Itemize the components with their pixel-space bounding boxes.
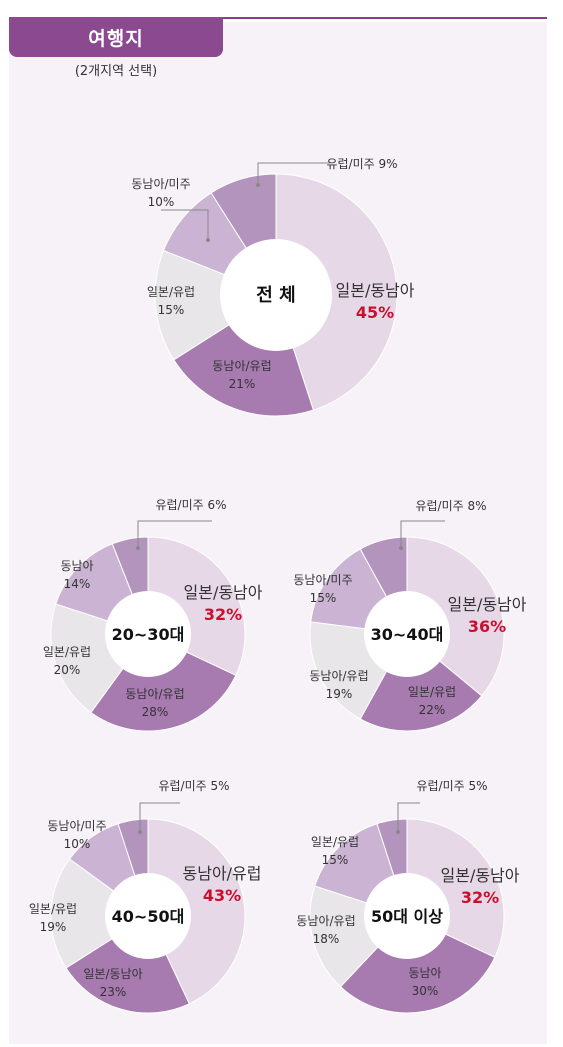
slice-value-4-3: 15% — [322, 853, 349, 867]
leader-line-0-1 — [161, 209, 209, 240]
slice-value-4-0: 32% — [461, 888, 499, 907]
slice-label-3-2: 일본/유럽 — [29, 902, 77, 916]
slice-value-3-2: 19% — [40, 920, 67, 934]
slice-0-2 — [154, 249, 278, 361]
slice-value-4-1: 30% — [412, 984, 439, 998]
donut-hole-2 — [364, 591, 450, 677]
slice-label-3-3: 동남아/미주 — [47, 819, 106, 833]
slice-1-1 — [90, 633, 237, 732]
slice-value-1-2: 20% — [54, 663, 81, 677]
donut-hole-3 — [105, 873, 191, 959]
slice-label-2-0: 일본/동남아 — [448, 595, 527, 614]
slice-4-1 — [339, 915, 496, 1014]
leader-dot-2-0 — [399, 546, 403, 550]
leader-line-3-0 — [139, 802, 180, 832]
slice-label-3-0: 동남아/유럽 — [183, 864, 262, 883]
donut-center-label-4: 50대 이상 — [371, 907, 443, 926]
leader-line-2-0 — [400, 520, 445, 548]
slice-label-0-1: 동남아/유럽 — [212, 359, 271, 373]
slice-value-2-3: 15% — [310, 591, 337, 605]
leader-dot-1-0 — [136, 546, 140, 550]
slice-value-1-0: 32% — [204, 605, 242, 624]
leader-line-4-0 — [397, 802, 420, 832]
slice-value-2-1: 22% — [419, 703, 446, 717]
slice-label-2-3: 동남아/미주 — [293, 573, 352, 587]
header-rule — [9, 17, 547, 19]
slice-label-4-4: 유럽/미주 5% — [416, 779, 487, 793]
slice-label-1-4: 유럽/미주 6% — [155, 498, 226, 512]
slice-label-3-1: 일본/동남아 — [83, 967, 142, 981]
slice-value-4-2: 18% — [313, 932, 340, 946]
section-subtitle: (2개지역 선택) — [74, 64, 158, 79]
slice-value-3-3: 10% — [64, 837, 91, 851]
section-title: 여행지 — [9, 17, 223, 57]
slice-label-2-2: 동남아/유럽 — [309, 669, 368, 683]
slice-value-3-0: 43% — [203, 886, 241, 905]
slice-label-1-3: 동남아 — [60, 559, 93, 573]
slice-label-1-0: 일본/동남아 — [184, 583, 263, 602]
leader-dot-0-1 — [206, 238, 210, 242]
donut-hole-4 — [364, 873, 450, 959]
slice-value-1-1: 28% — [142, 705, 169, 719]
donut-center-label-1: 20~30대 — [112, 625, 185, 644]
slice-label-4-0: 일본/동남아 — [441, 866, 520, 885]
slice-label-4-3: 일본/유럽 — [311, 835, 359, 849]
slice-value-3-1: 23% — [100, 985, 127, 999]
leader-line-0-0 — [257, 162, 330, 185]
slice-label-4-1: 동남아 — [408, 966, 441, 980]
slice-label-3-4: 유럽/미주 5% — [158, 779, 229, 793]
slice-label-0-0: 일본/동남아 — [336, 281, 415, 300]
donut-hole-0 — [220, 239, 332, 351]
slice-3-2 — [50, 858, 149, 969]
slice-label-1-2: 일본/유럽 — [43, 645, 91, 659]
slice-label-0-3: 동남아/미주 — [131, 177, 190, 191]
slice-value-0-3: 10% — [148, 195, 175, 209]
slice-value-2-2: 19% — [326, 687, 353, 701]
slice-label-2-1: 일본/유럽 — [408, 685, 456, 699]
slice-2-1 — [359, 633, 483, 732]
slice-0-0 — [275, 173, 398, 411]
slice-label-4-2: 동남아/유럽 — [296, 914, 355, 928]
slice-value-0-2: 15% — [158, 303, 185, 317]
slice-label-2-4: 유럽/미주 8% — [415, 499, 486, 513]
leader-dot-4-0 — [396, 830, 400, 834]
slice-3-0 — [147, 818, 246, 1005]
slice-value-0-1: 21% — [229, 377, 256, 391]
donut-center-label-2: 30~40대 — [371, 625, 444, 644]
leader-dot-3-0 — [138, 830, 142, 834]
slice-value-2-0: 36% — [468, 617, 506, 636]
slice-2-0 — [406, 536, 505, 697]
slice-label-1-1: 동남아/유럽 — [125, 687, 184, 701]
donut-hole-1 — [105, 591, 191, 677]
slice-label-0-2: 일본/유럽 — [147, 285, 195, 299]
donut-center-label-0: 전 체 — [256, 285, 295, 306]
leader-line-1-0 — [137, 520, 212, 548]
leader-dot-0-0 — [256, 183, 260, 187]
donut-center-label-3: 40~50대 — [112, 907, 185, 926]
slice-label-0-4: 유럽/미주 9% — [326, 157, 397, 171]
slice-value-1-3: 14% — [64, 577, 91, 591]
slice-value-0-0: 45% — [356, 303, 394, 322]
